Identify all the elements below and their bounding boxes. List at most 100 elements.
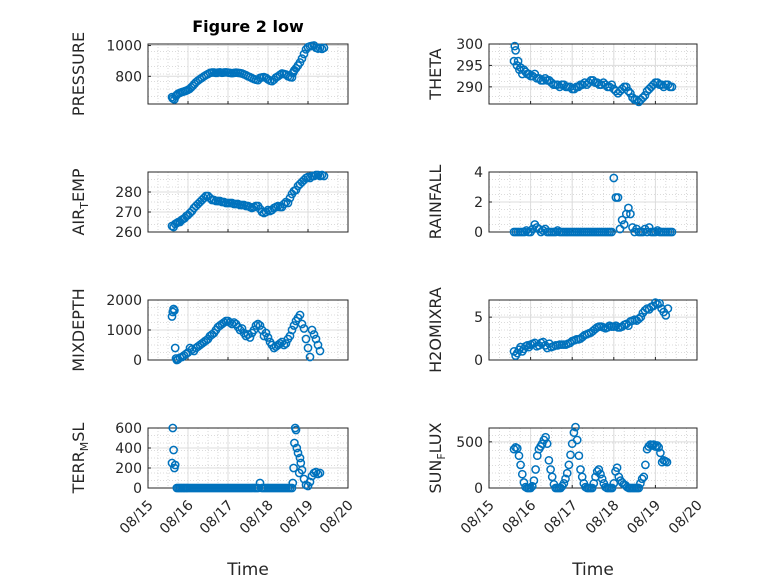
data-point xyxy=(528,224,538,234)
y-tick-label: 0 xyxy=(474,353,483,369)
data-point xyxy=(169,445,178,455)
data-point xyxy=(295,453,305,463)
data-point xyxy=(292,443,302,453)
data-point xyxy=(626,209,635,219)
y-tick-label: 600 xyxy=(115,421,142,437)
data-point xyxy=(315,346,325,356)
data-point xyxy=(555,82,565,92)
data-point xyxy=(559,479,569,488)
data-point xyxy=(651,227,660,237)
data-point xyxy=(565,82,575,92)
subplot-h2omixra: 0 5 H2OMIXRA xyxy=(426,287,698,373)
series-h2omixra xyxy=(509,298,673,361)
data-point xyxy=(170,343,180,353)
data-point xyxy=(542,439,552,449)
y-tick-label: 200 xyxy=(115,461,142,477)
y-tick-label: 270 xyxy=(115,205,142,221)
data-point xyxy=(529,476,539,485)
y-tick-label: 400 xyxy=(115,441,142,457)
data-point xyxy=(574,82,583,92)
axes-frame xyxy=(147,43,349,105)
series-sun_flux xyxy=(509,422,672,493)
data-point xyxy=(290,438,299,448)
data-point xyxy=(603,323,612,332)
data-point xyxy=(651,298,660,307)
data-point xyxy=(511,46,520,55)
y-tick-label: 295 xyxy=(456,58,483,74)
data-point xyxy=(279,199,289,209)
subplot-air_temp: 260 270 280 AIRTEMP xyxy=(69,168,349,241)
data-point xyxy=(251,321,261,330)
y-tick-label: 290 xyxy=(456,80,483,96)
data-point xyxy=(587,483,597,493)
data-point xyxy=(527,481,537,491)
data-point xyxy=(307,325,317,335)
series-pressure xyxy=(167,41,329,104)
data-point xyxy=(540,73,550,83)
data-point xyxy=(315,468,325,478)
y-axis-label: RAINFALL xyxy=(426,165,445,240)
y-axis-label: TERRMSL xyxy=(69,423,91,495)
y-axis-label: SUNFLUX xyxy=(426,422,448,493)
data-point xyxy=(287,325,297,335)
data-point xyxy=(305,352,315,362)
data-point xyxy=(297,465,307,475)
axes-frame xyxy=(488,43,698,105)
data-point xyxy=(562,468,572,478)
data-point xyxy=(574,451,584,461)
data-point xyxy=(571,422,580,432)
data-point xyxy=(289,321,299,330)
data-point xyxy=(640,91,650,100)
data-point xyxy=(655,299,664,308)
series-theta xyxy=(509,41,677,107)
data-point xyxy=(652,441,662,450)
data-point xyxy=(636,479,645,488)
y-axis-label: H2OMIXRA xyxy=(426,287,445,373)
data-point xyxy=(295,310,305,320)
data-point xyxy=(219,318,229,327)
y-axis-label: THETA xyxy=(426,48,445,100)
axes-frame xyxy=(147,171,349,233)
axes-frame xyxy=(488,299,698,361)
data-point xyxy=(261,328,271,338)
subplot-pressure: 800 1000 PRESSURE xyxy=(69,32,349,116)
data-point xyxy=(255,321,265,330)
subplot-mixdepth: 0 1000 2000 MIXDEPTH xyxy=(69,288,349,372)
data-point xyxy=(607,80,617,90)
series-terr_msl xyxy=(167,423,325,493)
data-point xyxy=(607,227,617,237)
data-point xyxy=(263,333,273,342)
data-point xyxy=(289,463,298,473)
data-point xyxy=(309,330,319,339)
data-point xyxy=(514,451,524,461)
data-point xyxy=(626,88,635,98)
data-point xyxy=(291,425,301,435)
data-point xyxy=(653,78,662,87)
data-point xyxy=(667,227,677,237)
data-point xyxy=(588,76,598,85)
y-tick-label: 1000 xyxy=(106,39,142,55)
series-air_temp xyxy=(167,170,329,232)
data-point xyxy=(638,93,648,102)
data-point xyxy=(299,49,309,59)
y-tick-label: 5 xyxy=(474,310,483,326)
data-point xyxy=(613,193,623,202)
data-point xyxy=(225,318,235,327)
data-point xyxy=(566,450,575,460)
y-tick-label: 800 xyxy=(115,69,142,85)
data-point xyxy=(636,312,646,322)
data-point xyxy=(249,325,259,335)
data-point xyxy=(596,469,605,479)
data-point xyxy=(168,423,178,433)
data-point xyxy=(181,349,191,359)
data-point xyxy=(667,82,677,92)
y-tick-label: 1000 xyxy=(106,323,142,339)
data-point xyxy=(584,78,594,87)
data-point xyxy=(288,478,298,488)
y-tick-label: 0 xyxy=(133,353,142,369)
data-point xyxy=(510,41,520,51)
data-point xyxy=(516,460,525,470)
data-point xyxy=(564,460,574,470)
data-point xyxy=(531,465,540,474)
